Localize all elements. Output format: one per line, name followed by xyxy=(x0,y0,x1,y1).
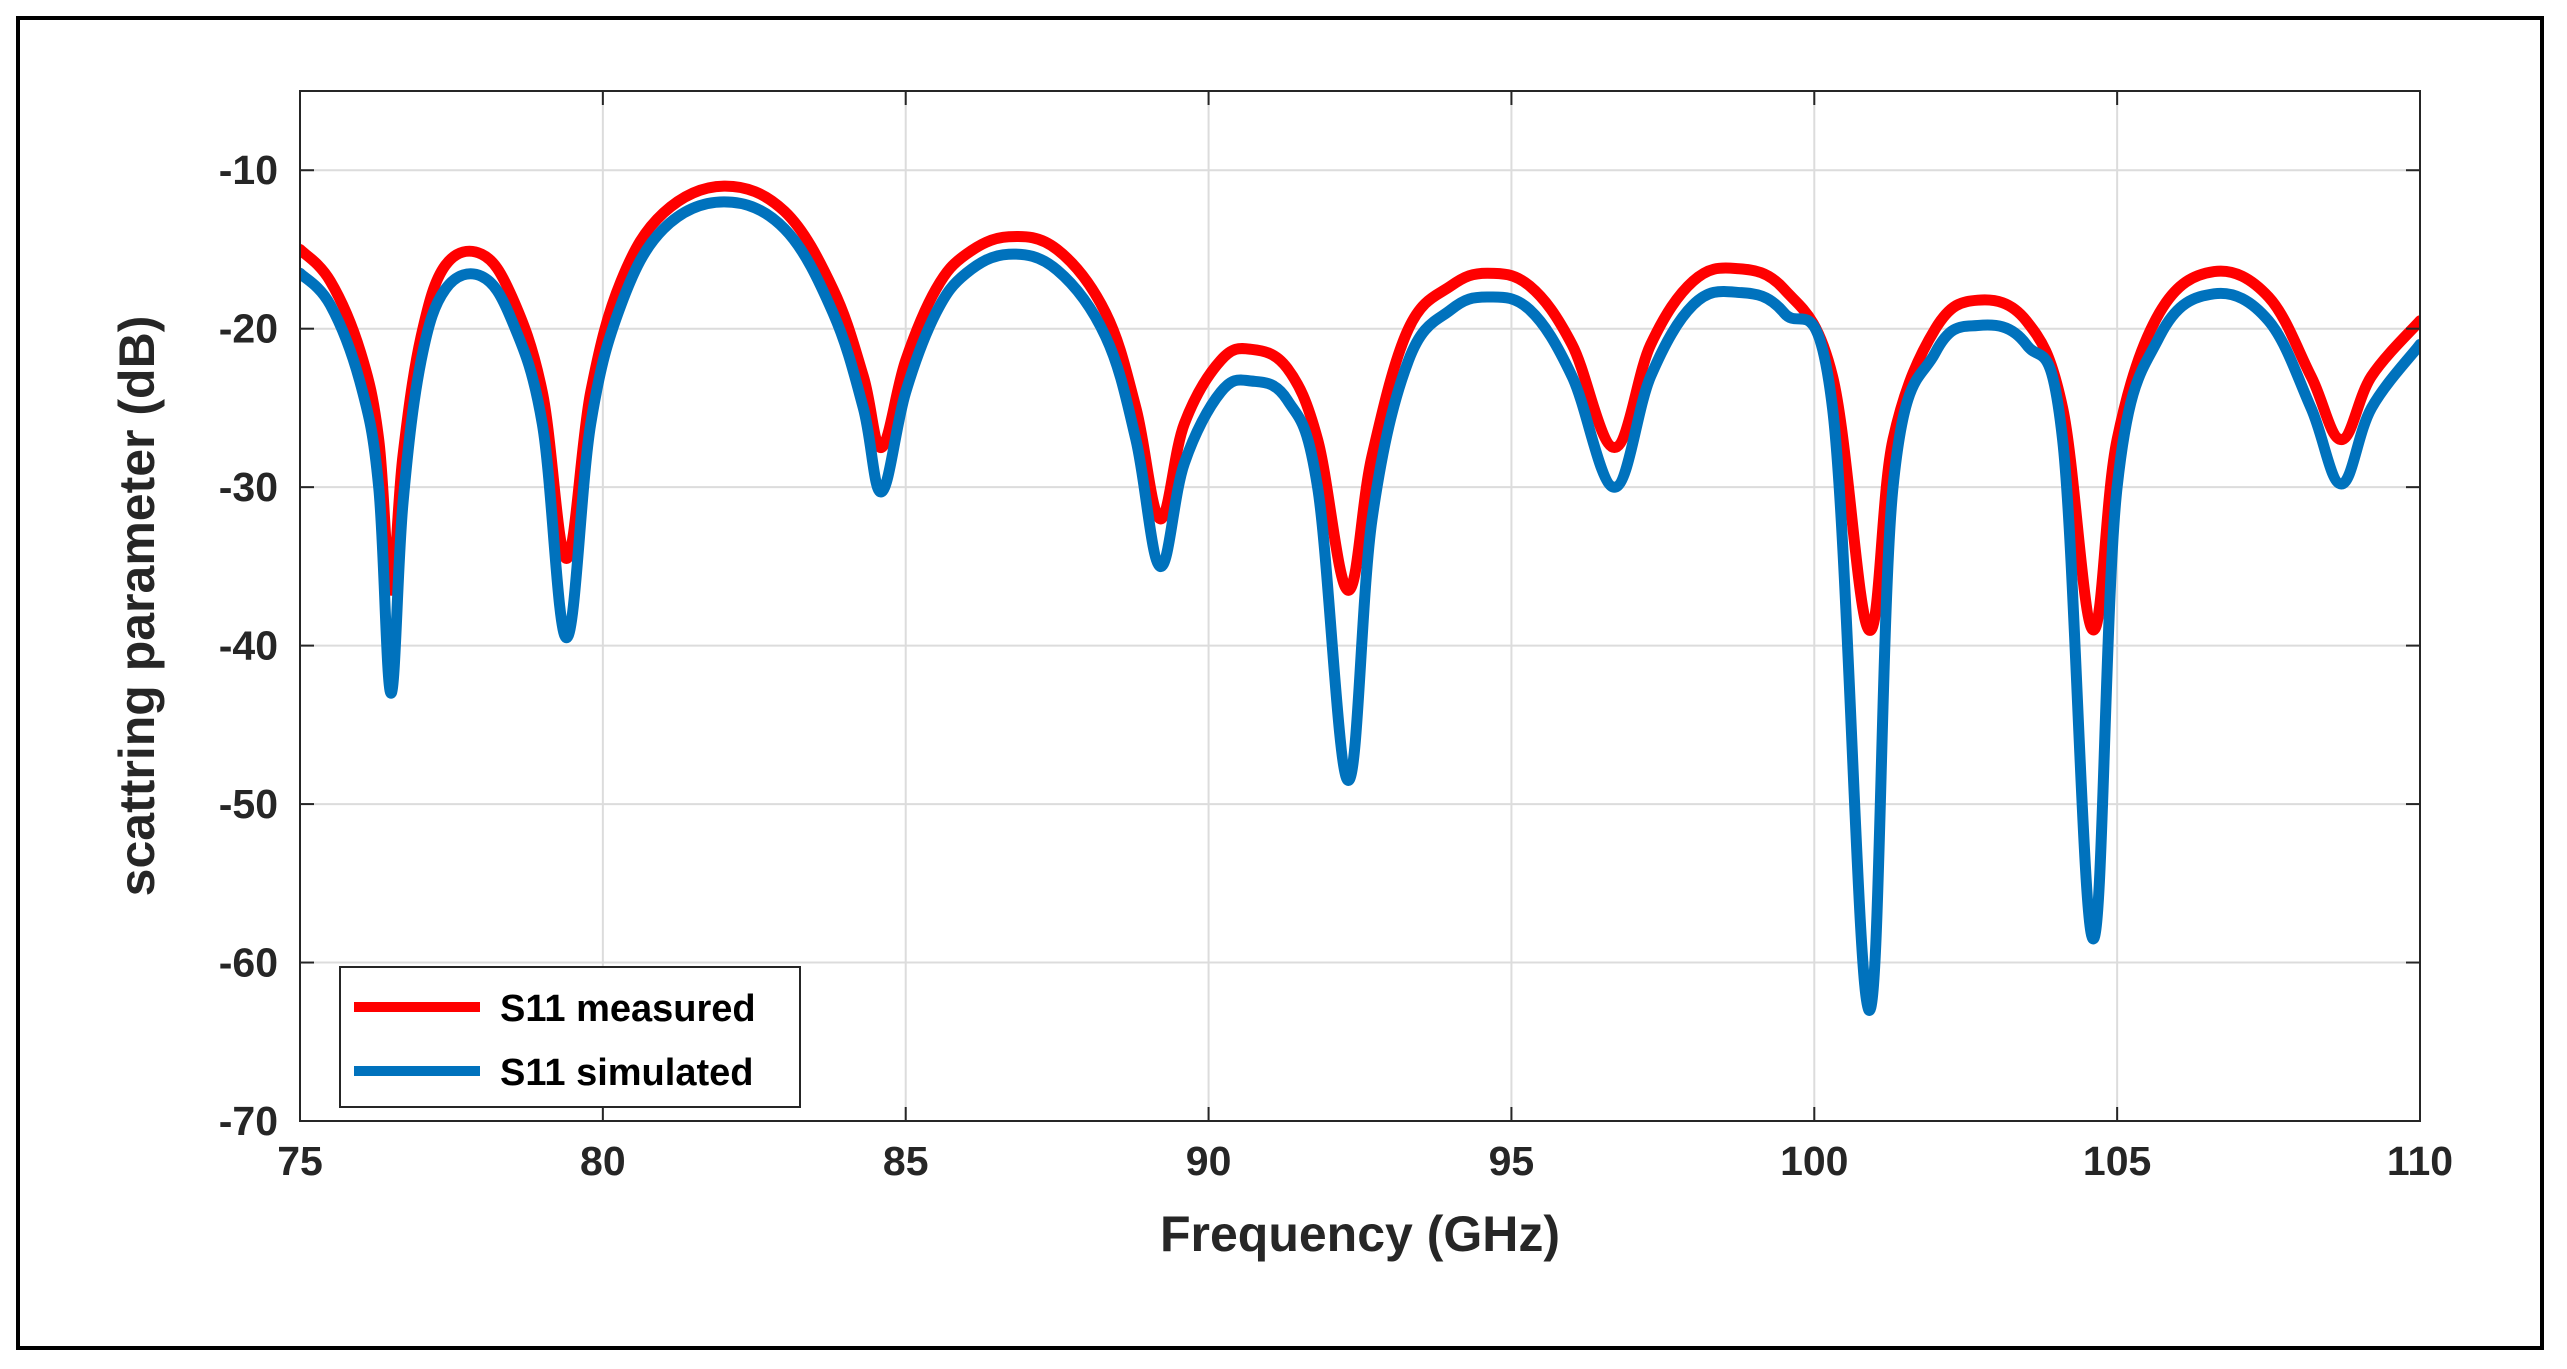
y-tick-label: -60 xyxy=(219,940,278,986)
y-tick-label: -70 xyxy=(219,1098,278,1144)
x-axis-title: Frequency (GHz) xyxy=(1160,1206,1560,1262)
y-tick-label: -20 xyxy=(219,306,278,352)
x-tick-label: 95 xyxy=(1489,1138,1535,1184)
axis-ticks: 75 80 85 90 95 100 105 110 -70 -60 -50 -40 -30 -20 -10 xyxy=(219,91,2453,1184)
x-tick-label: 85 xyxy=(883,1138,929,1184)
legend: S11 measured S11 simulated xyxy=(339,966,801,1108)
plot-border xyxy=(299,90,2421,1122)
series-layer xyxy=(300,180,2420,1016)
figure-frame: 75 80 85 90 95 100 105 110 -70 -60 -50 -40 -30 -20 -10… xyxy=(16,16,2544,1350)
y-tick-label: -40 xyxy=(219,623,278,669)
legend-label-simulated: S11 simulated xyxy=(500,1052,753,1094)
x-tick-label: 110 xyxy=(2387,1138,2453,1184)
y-tick-label: -10 xyxy=(219,147,278,193)
x-tick-label: 105 xyxy=(2083,1138,2151,1184)
legend-label-measured: S11 measured xyxy=(500,988,756,1030)
y-tick-label: -30 xyxy=(219,464,278,510)
x-tick-label: 100 xyxy=(1780,1138,1848,1184)
x-tick-label: 80 xyxy=(580,1138,626,1184)
x-tick-label: 75 xyxy=(277,1138,323,1184)
y-axis-title: scattring parameter (dB) xyxy=(109,316,165,897)
y-tick-label: -50 xyxy=(219,781,278,827)
series-line-simulated xyxy=(300,196,2420,1016)
x-tick-label: 90 xyxy=(1186,1138,1232,1184)
s11-chart: 75 80 85 90 95 100 105 110 -70 -60 -50 -40 -30 -20 -10… xyxy=(109,90,2453,1262)
legend-box xyxy=(339,966,801,1108)
